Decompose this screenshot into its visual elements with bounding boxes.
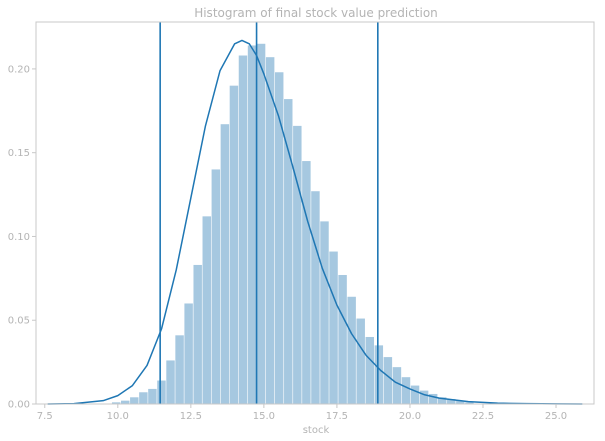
x-tick-label: 20.0 bbox=[399, 411, 421, 422]
histogram-bar bbox=[157, 380, 166, 404]
histogram-bar bbox=[419, 390, 429, 404]
x-axis-ticks: 7.5 10.0 12.5 15.0 17.5 20.0 22.5 25.0 bbox=[37, 404, 567, 422]
histogram-bar bbox=[320, 221, 329, 404]
histogram-bar bbox=[202, 216, 211, 404]
histogram-bar bbox=[392, 367, 402, 404]
histogram-bar bbox=[166, 360, 175, 404]
x-tick-label: 7.5 bbox=[37, 411, 53, 422]
y-tick-label: 0.05 bbox=[8, 316, 30, 327]
histogram-bar bbox=[465, 402, 474, 404]
histogram-bar bbox=[347, 296, 356, 404]
x-tick-label: 12.5 bbox=[180, 411, 202, 422]
plot-frame bbox=[35, 21, 595, 405]
reference-lines bbox=[159, 22, 379, 404]
histogram-bar bbox=[410, 385, 420, 404]
histogram-bar bbox=[130, 397, 139, 404]
histogram-bar bbox=[284, 99, 293, 404]
histogram-bar bbox=[428, 393, 438, 404]
histogram-bar bbox=[121, 400, 130, 404]
y-tick-label: 0.10 bbox=[8, 232, 30, 243]
x-tick-label: 10.0 bbox=[107, 411, 129, 422]
y-axis-ticks: 0.00 0.05 0.10 0.15 0.20 bbox=[8, 64, 36, 411]
x-axis-label: stock bbox=[303, 425, 330, 436]
histogram-bar bbox=[383, 357, 393, 404]
histogram-bar bbox=[111, 402, 121, 404]
y-tick-label: 0.20 bbox=[8, 64, 30, 75]
chart-title: Histogram of final stock value predictio… bbox=[194, 6, 438, 20]
histogram-bar bbox=[139, 392, 148, 404]
histogram-bar bbox=[447, 398, 456, 404]
histogram-bar bbox=[293, 125, 302, 404]
histogram-bar bbox=[356, 318, 365, 404]
histogram-bar bbox=[247, 45, 257, 405]
y-tick-label: 0.15 bbox=[8, 148, 30, 159]
histogram-bar bbox=[456, 400, 465, 404]
histogram-bar bbox=[220, 124, 230, 404]
histogram-bar bbox=[302, 161, 311, 404]
histogram-bar bbox=[437, 397, 447, 404]
histogram-bar bbox=[211, 169, 221, 404]
x-tick-label: 22.5 bbox=[472, 411, 494, 422]
x-tick-label: 15.0 bbox=[253, 411, 275, 422]
histogram-bar bbox=[238, 55, 248, 404]
histogram-bar bbox=[175, 335, 184, 404]
histogram-bar bbox=[274, 72, 284, 404]
kde-curve bbox=[47, 39, 583, 405]
histogram-bars bbox=[111, 43, 474, 405]
y-tick-label: 0.00 bbox=[8, 400, 30, 411]
histogram-bar bbox=[193, 264, 202, 404]
x-tick-label: 25.0 bbox=[545, 411, 567, 422]
histogram-bar bbox=[338, 274, 347, 404]
histogram-bar bbox=[401, 377, 411, 404]
histogram-bar bbox=[265, 57, 275, 405]
histogram-bar bbox=[256, 43, 266, 404]
histogram-bar bbox=[329, 251, 338, 404]
kde-curve-group bbox=[47, 39, 583, 405]
histogram-bar bbox=[148, 388, 157, 404]
histogram-bar bbox=[311, 191, 320, 404]
histogram-bar bbox=[365, 336, 374, 404]
x-tick-label: 17.5 bbox=[326, 411, 348, 422]
histogram-bar bbox=[229, 85, 239, 405]
histogram-bar bbox=[374, 345, 384, 404]
histogram-bar bbox=[184, 303, 193, 404]
